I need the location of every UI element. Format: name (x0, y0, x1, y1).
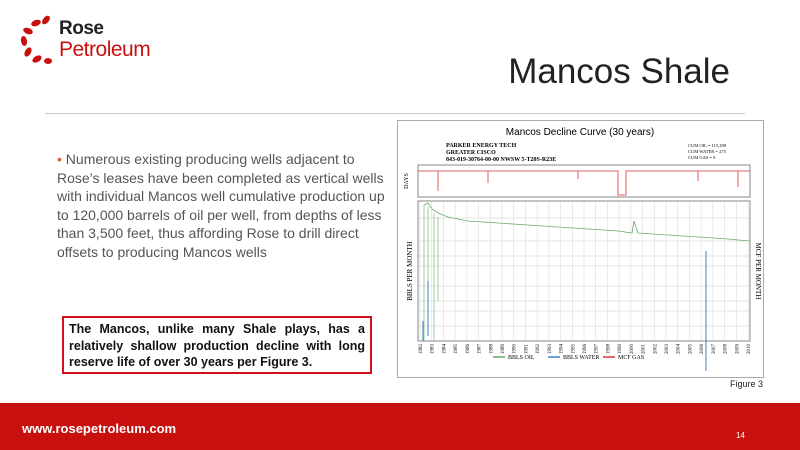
year-label: 2001 (642, 344, 647, 355)
oil-spikes (423, 205, 439, 341)
year-label: 1988 (489, 344, 494, 355)
year-label: 1992 (536, 344, 541, 355)
year-label: 1994 (560, 344, 565, 355)
year-label: 1987 (478, 344, 483, 355)
legend-label: BBLS OIL (508, 355, 535, 361)
logo-mark (20, 15, 52, 64)
year-label: 2004 (677, 344, 682, 355)
year-label: 1997 (595, 344, 600, 355)
year-label: 1983 (431, 344, 436, 355)
year-label: 2002 (653, 344, 658, 355)
oil-curve (423, 202, 751, 242)
divider (45, 113, 745, 114)
cum-text: CUM WATER = 275 (688, 149, 727, 154)
cum-text: CUM OIL = 115,298 (688, 143, 727, 149)
bullet-text: Numerous existing producing wells adjace… (57, 150, 387, 261)
legend-label: BBLS WATER (563, 355, 599, 361)
slide-title: Mancos Shale (508, 52, 730, 91)
cum-text: CUM GAS = 0 (688, 155, 716, 160)
footer-bar (0, 403, 800, 450)
year-label: 1996 (583, 344, 588, 355)
year-label: 1998 (606, 344, 611, 355)
well-header: 843-019-30764-00-00 NWSW 5-T20S-R23E (446, 157, 556, 163)
water-spikes (422, 251, 707, 371)
days-curve (418, 170, 750, 196)
year-label: 1993 (548, 344, 553, 355)
legend-label: MCF GAS (618, 355, 644, 361)
year-label: 1991 (524, 344, 529, 355)
page-number: 14 (736, 431, 745, 440)
well-header: GREATER CISCO (446, 150, 496, 156)
year-label: 1989 (501, 344, 506, 355)
days-panel (417, 164, 751, 198)
year-label: 2009 (735, 344, 740, 355)
figure-caption: Figure 3 (730, 379, 764, 389)
callout-box: The Mancos, unlike many Shale plays, has… (62, 316, 372, 374)
figure-drawing: Mancos Decline Curve (30 years) DAYS BBL… (404, 127, 762, 371)
year-label: 2010 (747, 344, 752, 355)
year-label: 2000 (630, 344, 635, 355)
year-label: 1986 (466, 344, 471, 355)
axis-label: BBLS PER MONTH (406, 241, 414, 301)
axis-label: DAYS (404, 173, 410, 189)
axis-label: MCF PER MONTH (754, 243, 762, 300)
year-label: 1990 (513, 344, 518, 355)
year-label: 1984 (442, 344, 447, 355)
year-label: 2008 (724, 344, 729, 355)
year-label: 1982 (419, 344, 424, 355)
logo-text: Rose (59, 18, 104, 39)
year-label: 1995 (571, 344, 576, 355)
figure: Mancos Decline Curve (30 years) DAYS BBL… (397, 120, 764, 378)
logo-text: Petroleum (59, 38, 151, 61)
well-header: PARKER ENERGY TECH (446, 143, 517, 149)
year-label: 2006 (700, 344, 705, 355)
year-label: 1985 (454, 344, 459, 355)
footer-url: www.rosepetroleum.com (22, 421, 177, 436)
year-label: 1999 (618, 344, 623, 355)
year-label: 2005 (688, 344, 693, 355)
year-label: 2007 (712, 344, 717, 355)
figure-title: Mancos Decline Curve (30 years) (506, 127, 654, 138)
year-label: 2003 (665, 344, 670, 355)
